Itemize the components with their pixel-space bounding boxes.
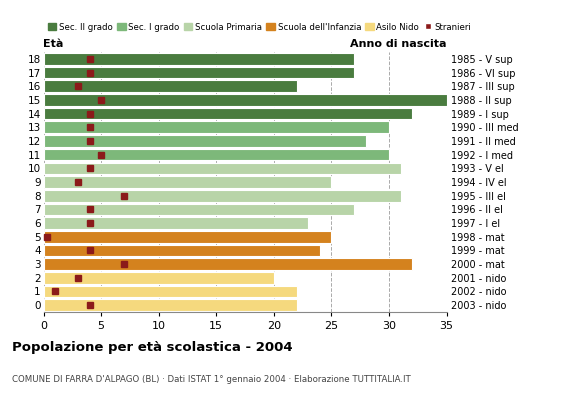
Bar bbox=[44, 299, 297, 311]
Bar bbox=[44, 108, 412, 119]
Bar bbox=[44, 122, 389, 133]
Bar bbox=[44, 286, 297, 297]
Bar bbox=[44, 80, 297, 92]
Text: Popolazione per età scolastica - 2004: Popolazione per età scolastica - 2004 bbox=[12, 341, 292, 354]
Bar bbox=[44, 162, 401, 174]
Text: Anno di nascita: Anno di nascita bbox=[350, 39, 447, 49]
Bar bbox=[44, 190, 401, 202]
Legend: Sec. II grado, Sec. I grado, Scuola Primaria, Scuola dell'Infanzia, Asilo Nido, : Sec. II grado, Sec. I grado, Scuola Prim… bbox=[48, 22, 472, 32]
Bar bbox=[44, 67, 354, 78]
Bar bbox=[44, 245, 320, 256]
Bar bbox=[44, 176, 331, 188]
Bar bbox=[44, 94, 447, 106]
Bar bbox=[44, 217, 309, 229]
Bar bbox=[44, 272, 274, 284]
Text: COMUNE DI FARRA D'ALPAGO (BL) · Dati ISTAT 1° gennaio 2004 · Elaborazione TUTTIT: COMUNE DI FARRA D'ALPAGO (BL) · Dati IST… bbox=[12, 375, 411, 384]
Bar bbox=[44, 258, 412, 270]
Bar bbox=[44, 204, 354, 215]
Bar bbox=[44, 53, 354, 65]
Bar bbox=[44, 231, 331, 242]
Text: Età: Età bbox=[44, 39, 64, 49]
Bar bbox=[44, 149, 389, 160]
Bar bbox=[44, 135, 366, 147]
